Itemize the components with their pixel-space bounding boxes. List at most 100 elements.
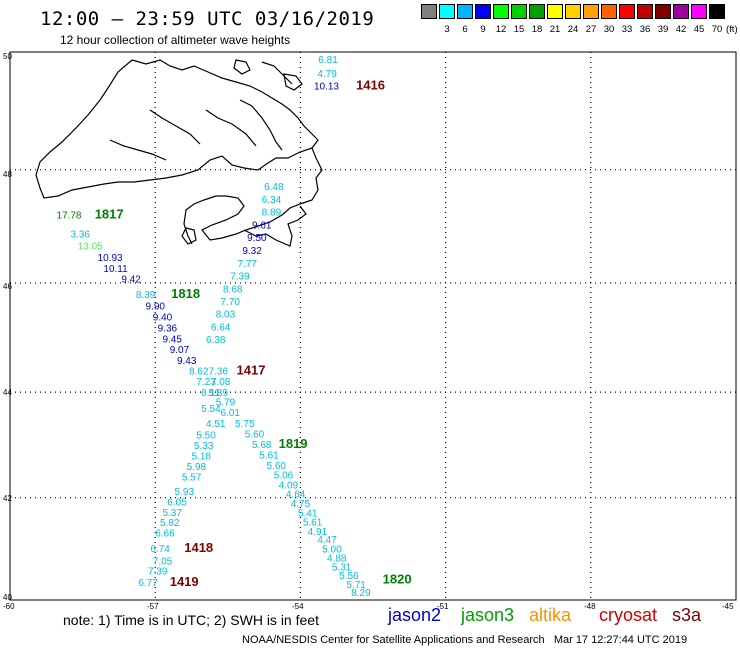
legend-swatch [547, 4, 563, 19]
wave-height-value: 10.93 [98, 253, 123, 264]
time-label: 1820 [383, 571, 412, 586]
legend-swatch [421, 4, 437, 19]
wave-height-value: 4.09 [279, 480, 299, 491]
wave-height-value: 9.43 [177, 356, 197, 367]
wave-height-value: 5.31 [332, 563, 352, 574]
legend-tick-label: 12 [495, 24, 507, 35]
wave-height-value: 5.68 [252, 440, 272, 451]
wave-height-value: 17.78 [56, 210, 81, 221]
lon-label-54: -54 [292, 602, 304, 611]
wave-height-value: 7.36 [208, 366, 228, 377]
credit-line: NOAA/NESDIS Center for Satellite Applica… [242, 634, 688, 646]
legend-tick-label: 70 [711, 24, 723, 35]
wave-height-value: 5.18 [192, 452, 212, 463]
wave-height-value: 9.42 [121, 274, 141, 285]
wave-height-value: 5.71 [346, 580, 366, 591]
wave-height-value: 7.39 [230, 272, 250, 283]
time-label: 1418 [184, 540, 213, 555]
legend-swatch [511, 4, 527, 19]
wave-height-value: 7.05 [153, 557, 173, 568]
northern-peninsula-coast [131, 59, 319, 149]
wave-height-value: 8.29 [351, 588, 371, 599]
lon-label-45: -45 [722, 602, 734, 611]
map-subtitle: 12 hour collection of altimeter wave hei… [60, 33, 291, 47]
wave-height-value: 8.62 [189, 366, 209, 377]
legend-tick-label: 30 [603, 24, 615, 35]
lat-label-44: 44 [3, 388, 12, 397]
lat-label-50: 50 [3, 52, 12, 61]
wave-height-value: 9.90 [146, 301, 166, 312]
wave-height-value: 5.89 [208, 388, 228, 399]
wave-height-value: 9.36 [158, 323, 178, 334]
wave-height-value: 4.75 [291, 499, 311, 510]
wave-height-value: 9.07 [170, 345, 190, 356]
wave-height-value: 5.79 [216, 398, 236, 409]
wave-height-value: 9.50 [247, 233, 267, 244]
wave-height-value: 6.34 [262, 195, 282, 206]
legend-tick-label: 39 [657, 24, 669, 35]
wave-height-value: 9.45 [162, 334, 182, 345]
lon-label-51: -51 [437, 602, 449, 611]
wave-height-value: 4.88 [327, 553, 347, 564]
legend-swatch [493, 4, 509, 19]
wave-height-value: 6.66 [155, 528, 175, 539]
satellite-jason2: jason2 [388, 605, 442, 625]
wave-height-value: 6.48 [264, 182, 284, 193]
bay-detail [109, 61, 293, 161]
legend-swatch [583, 4, 599, 19]
legend-swatch [673, 4, 689, 19]
legend-swatch [691, 4, 707, 19]
wave-height-value: 4.79 [317, 69, 337, 80]
small-island [181, 59, 303, 245]
wave-height-value: 4.91 [308, 527, 328, 538]
wave-height-value: 5.33 [194, 441, 214, 452]
wave-height-value: 7.77 [237, 259, 257, 270]
graticule [10, 52, 736, 600]
plot-frame [9, 51, 737, 601]
satellite-altika: altika [529, 605, 572, 625]
lat-label-46: 46 [3, 282, 12, 291]
wave-height-value: 8.39 [136, 290, 156, 301]
legend-tick-label: 3 [444, 24, 450, 35]
wave-height-value: 6.77 [138, 578, 158, 589]
legend-tick-label: 21 [549, 24, 561, 35]
lon-label-48: -48 [584, 602, 596, 611]
wave-height-value: 5.82 [160, 518, 180, 529]
legend-swatch [637, 4, 653, 19]
legend-swatch [475, 4, 491, 19]
time-label: 1817 [95, 206, 124, 221]
wave-height-value: 6.81 [318, 55, 338, 66]
legend-tick-label: 42 [675, 24, 687, 35]
legend-tick-label: 15 [513, 24, 525, 35]
time-label: 1818 [171, 286, 200, 301]
time-label: 1419 [170, 574, 199, 589]
wave-height-value: 7.39 [148, 567, 168, 578]
satellite-cryosat: cryosat [599, 605, 658, 625]
legend-unit: (ft) [726, 24, 738, 35]
satellite-jason3: jason3 [461, 605, 515, 625]
wave-height-value: 7.08 [211, 377, 231, 388]
wave-height-value: 5.61 [259, 451, 279, 462]
legend-tick-label: 33 [621, 24, 633, 35]
legend-tick-label: 36 [639, 24, 651, 35]
wave-height-value: 6.38 [206, 335, 226, 346]
legend-tick-label: 24 [567, 24, 579, 35]
lat-label-48: 48 [3, 170, 12, 179]
wave-height-value: 9.40 [153, 312, 173, 323]
wave-height-labels: 6.81 4.79 10.13 1416 17.78 1817 3.3613.0510.93… [56, 55, 411, 599]
lat-label-42: 42 [3, 494, 12, 503]
time-label: 1416 [356, 78, 385, 93]
wave-height-value: 10.11 [103, 264, 128, 275]
wave-height-value: 4.64 [286, 490, 306, 501]
wave-height-value: 9.61 [252, 221, 272, 232]
legend-tick-label: 27 [585, 24, 597, 35]
wave-height-value: 5.61 [303, 518, 323, 529]
wave-height-value: 7.70 [221, 297, 241, 308]
wave-height-value: 7.23 [196, 377, 216, 388]
wave-height-value: 8.68 [223, 284, 243, 295]
map-title: 12:00 – 23:59 UTC 03/16/2019 [40, 8, 375, 30]
wave-height-value: 4.47 [317, 535, 337, 546]
legend-swatch [619, 4, 635, 19]
wave-height-value: 5.93 [175, 487, 195, 498]
legend-swatch [709, 4, 725, 19]
